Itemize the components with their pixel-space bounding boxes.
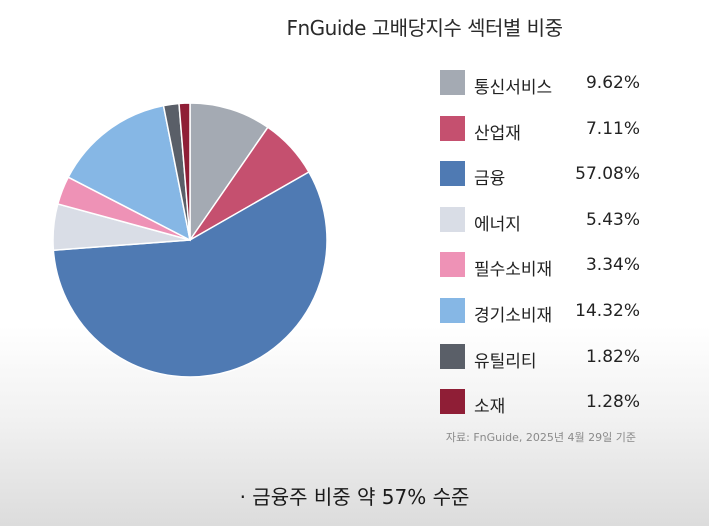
legend-label: 산업재 — [474, 123, 521, 144]
legend-value: 3.34% — [585, 255, 640, 276]
legend-label: 필수소비재 — [474, 260, 553, 281]
legend-label: 경기소비재 — [474, 305, 553, 326]
legend-item: 유틸리티 1.82% — [440, 340, 650, 386]
chart-title: FnGuide 고배당지수 섹터별 비중 — [286, 16, 563, 40]
legend-value: 5.43% — [585, 209, 640, 230]
legend-item: 통신서비스 9.62% — [440, 66, 650, 112]
legend-swatch — [440, 115, 465, 141]
pie-slice — [52, 170, 328, 378]
legend-label: 에너지 — [474, 214, 521, 235]
legend-value: 14.32% — [575, 300, 640, 321]
legend-swatch — [440, 389, 465, 415]
legend-swatch — [440, 343, 465, 369]
legend-item: 소재 1.28% — [440, 385, 650, 431]
legend-label: 금융 — [474, 169, 506, 190]
legend-value: 7.11% — [585, 118, 640, 139]
legend-item: 경기소비재 14.32% — [440, 294, 650, 340]
legend-label: 통신서비스 — [474, 78, 553, 98]
legend-value: 57.08% — [575, 164, 640, 185]
legend-label: 유틸리티 — [474, 351, 537, 372]
legend-value: 1.82% — [585, 346, 640, 367]
legend-item: 산업재 7.11% — [440, 112, 650, 158]
pie-slice — [189, 102, 269, 243]
legend-value: 9.62% — [585, 73, 640, 93]
legend-item: 금융 57.08% — [440, 157, 650, 203]
legend: 통신서비스 9.62% 산업재 7.11% 금융 57.08% 에너지 5.43% 필수소비재 3… — [440, 66, 650, 431]
legend-label: 소재 — [474, 397, 506, 418]
legend-value: 1.28% — [585, 392, 640, 413]
legend-swatch — [440, 297, 465, 323]
pie-slice — [178, 102, 191, 241]
caption-text: · 금융주 비중 약 57% 수준 — [239, 485, 470, 509]
source-note: 자료: FnGuide, 2025년 4월 29일 기준 — [445, 431, 636, 444]
legend-item: 에너지 5.43% — [440, 203, 650, 249]
legend-swatch — [440, 206, 465, 232]
legend-swatch — [440, 252, 465, 278]
legend-swatch — [440, 70, 465, 95]
legend-item: 필수소비재 3.34% — [440, 248, 650, 294]
pie-chart — [52, 102, 328, 378]
legend-swatch — [440, 161, 465, 187]
pie-slice — [67, 104, 192, 242]
